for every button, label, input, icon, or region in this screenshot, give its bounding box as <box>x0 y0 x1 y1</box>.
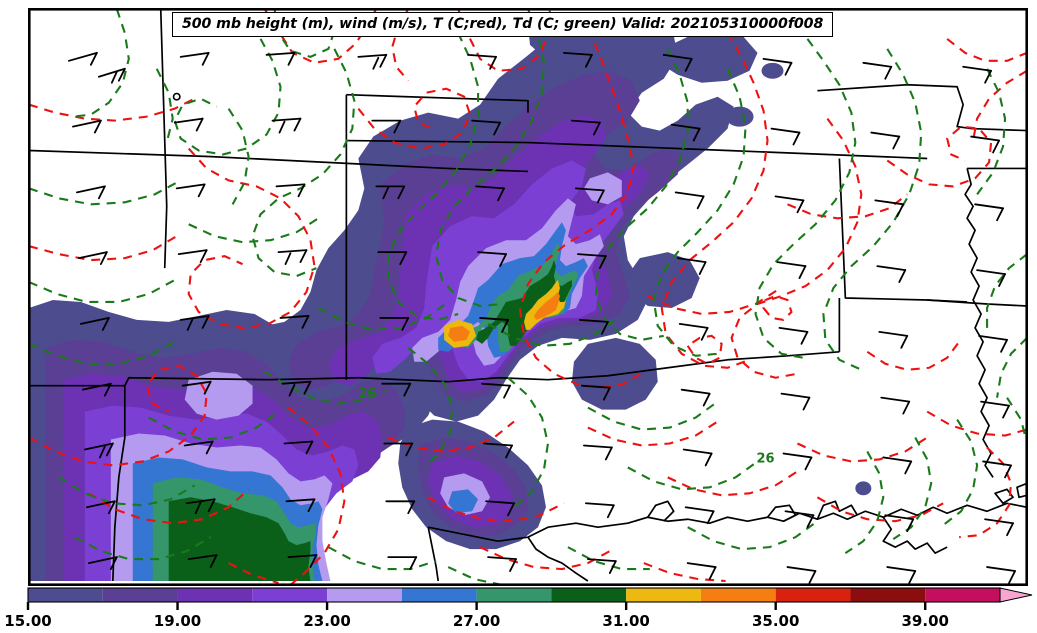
colorbar-swatch <box>775 588 851 602</box>
colorbar-canvas: 15.00 19.00 23.00 27.00 31.00 35.00 39.00 <box>4 587 1033 630</box>
border-west-vertical <box>159 9 168 269</box>
border-ok-kansas <box>346 139 928 160</box>
shade-band-27 <box>460 242 578 352</box>
colorbar-swatches <box>28 588 1000 602</box>
colorbar-tick-labels: 15.00 19.00 23.00 27.00 31.00 35.00 39.00 <box>4 612 949 630</box>
shade-band-33b <box>448 325 471 342</box>
colorbar-swatch <box>252 588 328 602</box>
colorbar-tick-label: 19.00 <box>154 612 201 630</box>
shade-blob-f <box>761 62 784 79</box>
shade-blob-c <box>371 154 386 167</box>
border-nm-step <box>111 385 126 582</box>
colorbar-extend-arrow <box>999 587 1033 603</box>
coast-gulf <box>428 502 1027 542</box>
colorbar-swatch <box>177 588 253 602</box>
border-la-tx <box>427 527 440 582</box>
wind-barbs <box>68 51 1016 584</box>
coast-la-bays <box>816 500 859 520</box>
colorbar-ticks <box>26 602 927 610</box>
colorbar-swatch <box>925 588 1000 602</box>
border-ar-ms-river <box>964 168 994 478</box>
shade-blob-e <box>725 106 754 127</box>
dewpoint-contours <box>29 9 1027 585</box>
colorbar: 15.00 19.00 23.00 27.00 31.00 35.00 39.00 <box>0 586 1037 633</box>
island-a <box>994 488 1014 505</box>
shaded-field <box>29 12 872 582</box>
island-b <box>1016 482 1027 499</box>
colorbar-swatch <box>327 588 402 602</box>
shade-band-33 <box>533 292 560 320</box>
shade-band-29b <box>168 497 311 582</box>
colorbar-swatch <box>551 588 627 602</box>
coast-la-delta <box>882 516 948 554</box>
border-nw-diagonal <box>29 149 529 173</box>
colorbar-outline <box>27 587 1001 603</box>
figure-title: 500 mb height (m), wind (m/s), T (C;red)… <box>172 12 834 37</box>
coast-tx-bay <box>647 500 675 522</box>
geographic-boundaries <box>29 9 1027 582</box>
coast-la-lakes <box>766 504 797 522</box>
map-panel: 26 26 <box>28 8 1028 586</box>
shade-band-23e <box>583 172 622 205</box>
colorbar-swatch <box>626 588 701 602</box>
shade-band-15f <box>571 337 658 410</box>
colorbar-swatch <box>28 588 103 602</box>
colorbar-swatch <box>102 588 178 602</box>
dewpoint-label-2: 26 <box>757 451 775 466</box>
border-mo-ar <box>927 299 1027 307</box>
coast-tx-shore <box>527 536 589 582</box>
colorbar-swatch <box>850 588 926 602</box>
colorbar-swatch <box>476 588 552 602</box>
calm-station-circle <box>172 92 181 101</box>
colorbar-tick-label: 15.00 <box>4 612 51 630</box>
colorbar-tick-label: 27.00 <box>453 612 500 630</box>
contour-labels: 26 26 <box>358 387 774 467</box>
colorbar-tick-label: 31.00 <box>602 612 649 630</box>
shade-band-29 <box>476 260 572 346</box>
dewpoint-label-1: 26 <box>358 387 376 402</box>
map-canvas: 26 26 <box>29 9 1027 585</box>
shade-band-15g <box>629 252 700 308</box>
border-nm-tx <box>29 376 359 387</box>
shade-blob-d <box>855 481 872 496</box>
temperature-contours <box>29 9 1027 585</box>
border-ok-south <box>358 350 840 383</box>
shade-band-25c <box>448 489 479 514</box>
colorbar-tick-label: 23.00 <box>303 612 350 630</box>
shade-band-15c <box>657 30 758 83</box>
colorbar-tick-label: 39.00 <box>902 612 949 630</box>
colorbar-swatch <box>401 588 477 602</box>
map-border <box>29 9 1027 585</box>
colorbar-tick-label: 35.00 <box>752 612 799 630</box>
colorbar-swatch <box>700 588 776 602</box>
border-ok-panhandle-top <box>346 93 529 113</box>
